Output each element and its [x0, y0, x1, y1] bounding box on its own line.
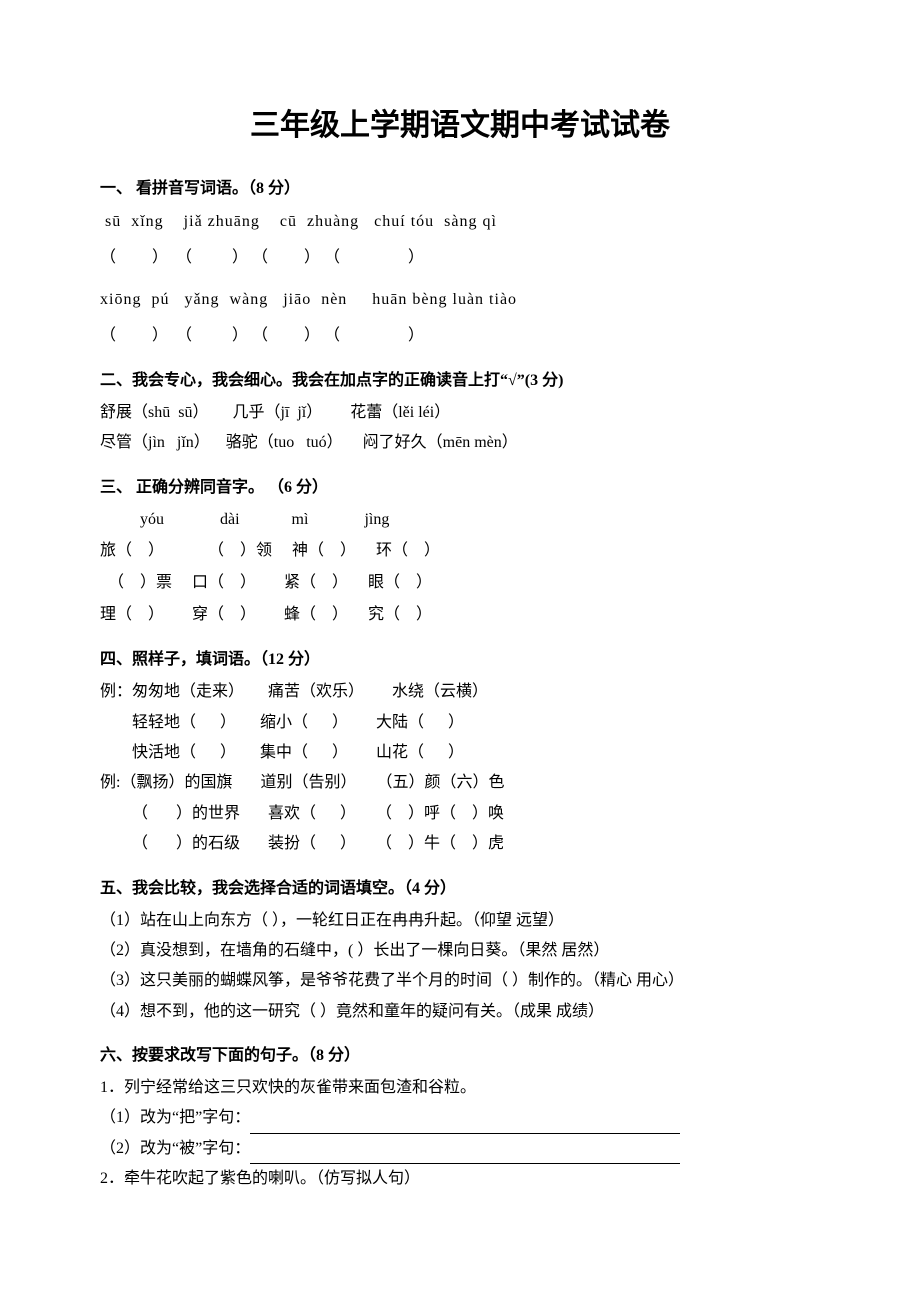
- section-5-head: 五、我会比较，我会选择合适的词语填空。（4 分）: [100, 874, 820, 898]
- s6-q1b-label: （2）改为“被”字句：: [100, 1140, 250, 1157]
- s3-row-2: （ ）票 口（ ） 紧（ ） 眼（ ）: [100, 567, 820, 599]
- s1-pinyin-row-2: xiōng pú yǎng wàng jiāo nèn huān bèng lu…: [100, 284, 820, 316]
- answer-blank: [250, 1114, 680, 1134]
- s6-q1b: （2）改为“被”字句：: [100, 1134, 820, 1164]
- s2-line-1: 舒展（shū sū） 几乎（jī jǐ） 花蕾（lěi léi）: [100, 398, 820, 428]
- page-title: 三年级上学期语文期中考试试卷: [100, 100, 820, 144]
- section-2-head: 二、我会专心，我会细心。我会在加点字的正确读音上打“√”(3 分): [100, 366, 820, 390]
- s6-q2: 2．牵牛花吹起了紫色的喇叭。（仿写拟人句）: [100, 1164, 820, 1194]
- s4-example-1: 例：匆匆地（走来） 痛苦（欢乐） 水绕（云横）: [100, 677, 820, 707]
- s1-blank-row-2: （ ） （ ） （ ） （ ）: [100, 320, 820, 352]
- s5-line-2: （2）真没想到，在墙角的石缝中，( ）长出了一棵向日葵。（果然 居然）: [100, 936, 820, 966]
- s4-example-2: 例:（飘扬）的国旗 道别（告别） （五）颜（六）色: [100, 768, 820, 798]
- s5-line-1: （1）站在山上向东方（ ），一轮红日正在冉冉升起。（仰望 远望）: [100, 906, 820, 936]
- s1-blank-row-1: （ ） （ ） （ ） （ ）: [100, 242, 820, 274]
- s1-pinyin-row-1: sū xǐng jiǎ zhuāng cū zhuàng chuí tóu sà…: [100, 206, 820, 238]
- s5-line-4: （4）想不到，他的这一研究（ ）竟然和童年的疑问有关。（成果 成绩）: [100, 997, 820, 1027]
- s4-row-3: （ ）的世界 喜欢（ ） （ ）呼（ ）唤: [100, 799, 820, 829]
- s4-row-1: 轻轻地（ ） 缩小（ ） 大陆（ ）: [100, 708, 820, 738]
- section-1-head: 一、 看拼音写词语。（8 分）: [100, 174, 820, 198]
- s3-header-row: yóu dài mì jìng: [100, 505, 820, 535]
- section-4-head: 四、照样子，填词语。（12 分）: [100, 645, 820, 669]
- s5-line-3: （3）这只美丽的蝴蝶风筝，是爷爷花费了半个月的时间（ ）制作的。（精心 用心）: [100, 966, 820, 996]
- s4-row-2: 快活地（ ） 集中（ ） 山花（ ）: [100, 738, 820, 768]
- section-3-head: 三、 正确分辨同音字。 （6 分）: [100, 473, 820, 497]
- s6-q1a-label: （1）改为“把”字句：: [100, 1109, 250, 1126]
- answer-blank: [250, 1144, 680, 1164]
- s4-row-4: （ ）的石级 装扮（ ） （ ）牛（ ）虎: [100, 829, 820, 859]
- s6-q1a: （1）改为“把”字句：: [100, 1103, 820, 1133]
- s2-line-2: 尽管（jìn jǐn） 骆驼（tuo tuó） 闷了好久（mēn mèn）: [100, 428, 820, 458]
- s3-row-3: 理（ ） 穿（ ） 蜂（ ） 究（ ）: [100, 599, 820, 631]
- section-6-head: 六、按要求改写下面的句子。（8 分）: [100, 1041, 820, 1065]
- s3-row-1: 旅（ ） （ ）领 神（ ） 环（ ）: [100, 535, 820, 567]
- s6-q1: 1．列宁经常给这三只欢快的灰雀带来面包渣和谷粒。: [100, 1073, 820, 1103]
